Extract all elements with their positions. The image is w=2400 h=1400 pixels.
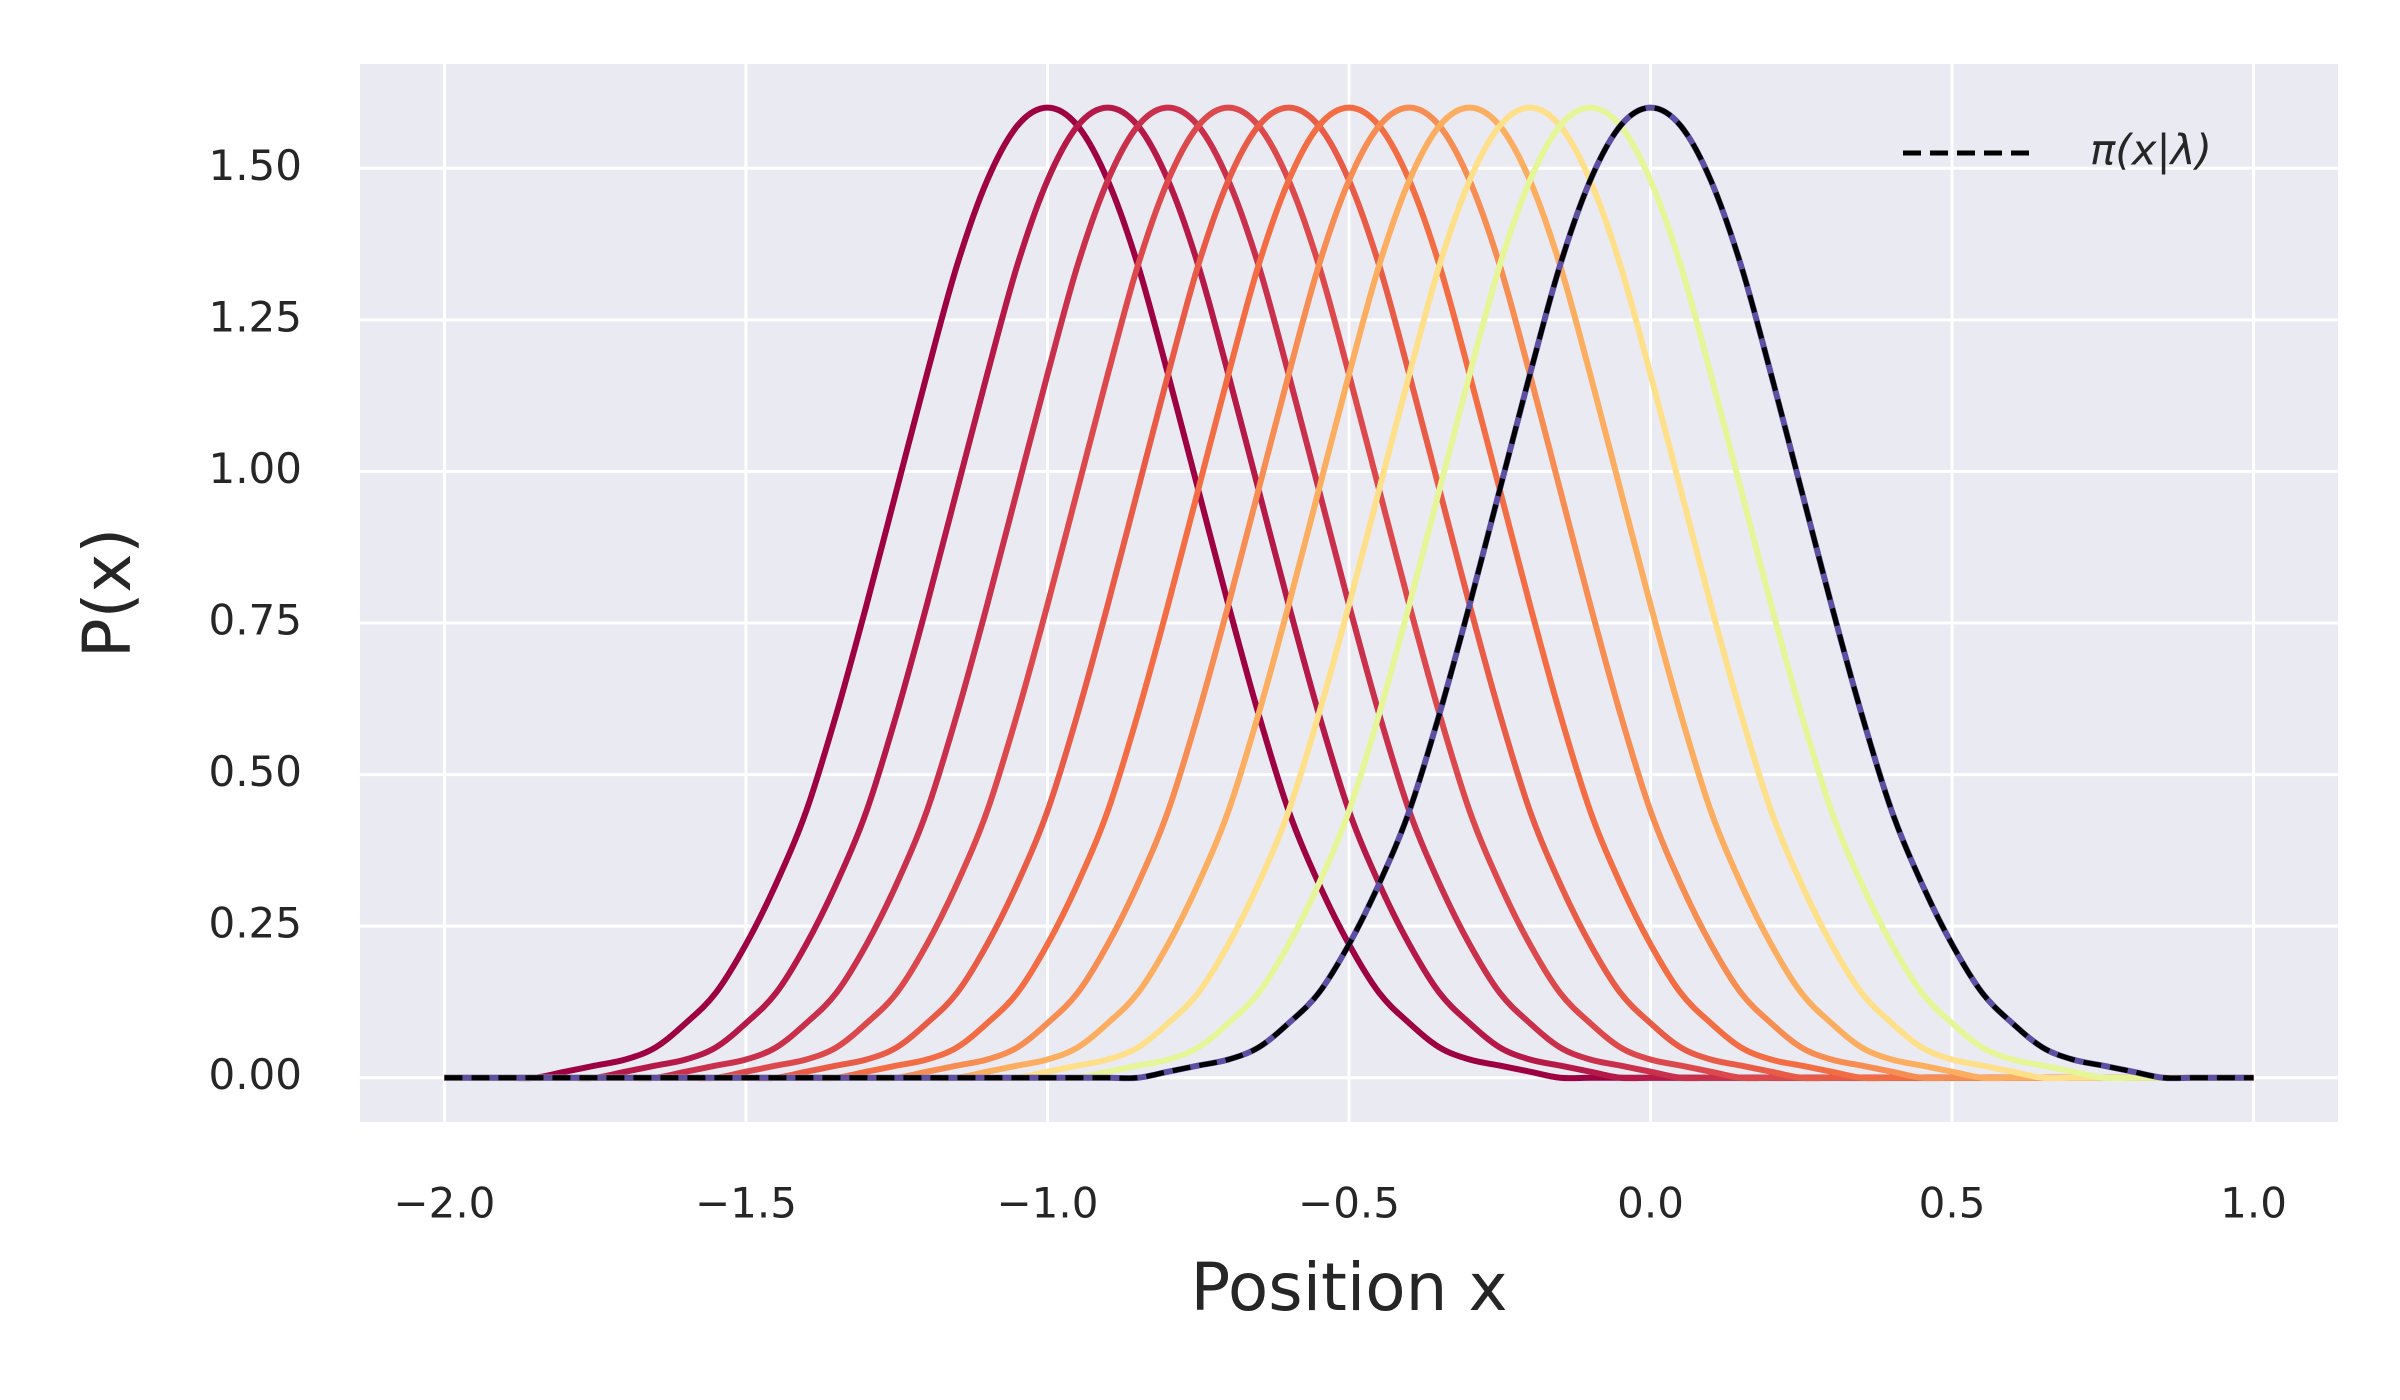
x-tick-label: 0.0 [1617,1179,1684,1228]
y-tick-label: 0.50 [208,747,302,796]
x-tick-label: −1.0 [996,1179,1098,1228]
x-tick-label: 1.0 [2220,1179,2287,1228]
y-axis-label: P(x) [69,528,146,658]
y-tick-label: 1.25 [208,292,302,341]
x-tick-label: 0.5 [1919,1179,1986,1228]
x-axis-label: Position x [1190,1249,1507,1326]
y-tick-label: 0.25 [208,899,302,948]
y-tick-label: 0.75 [208,596,302,645]
x-tick-label: −2.0 [393,1179,495,1228]
line [444,105,2254,1081]
legend-label: π(x|λ) [2090,126,2212,175]
y-tick-label: 0.00 [208,1050,302,1099]
x-tick-label: −0.5 [1298,1179,1400,1228]
y-tick-label: 1.00 [208,444,302,493]
x-tick-label: −1.5 [695,1179,797,1228]
y-tick-label: 1.50 [208,141,302,190]
